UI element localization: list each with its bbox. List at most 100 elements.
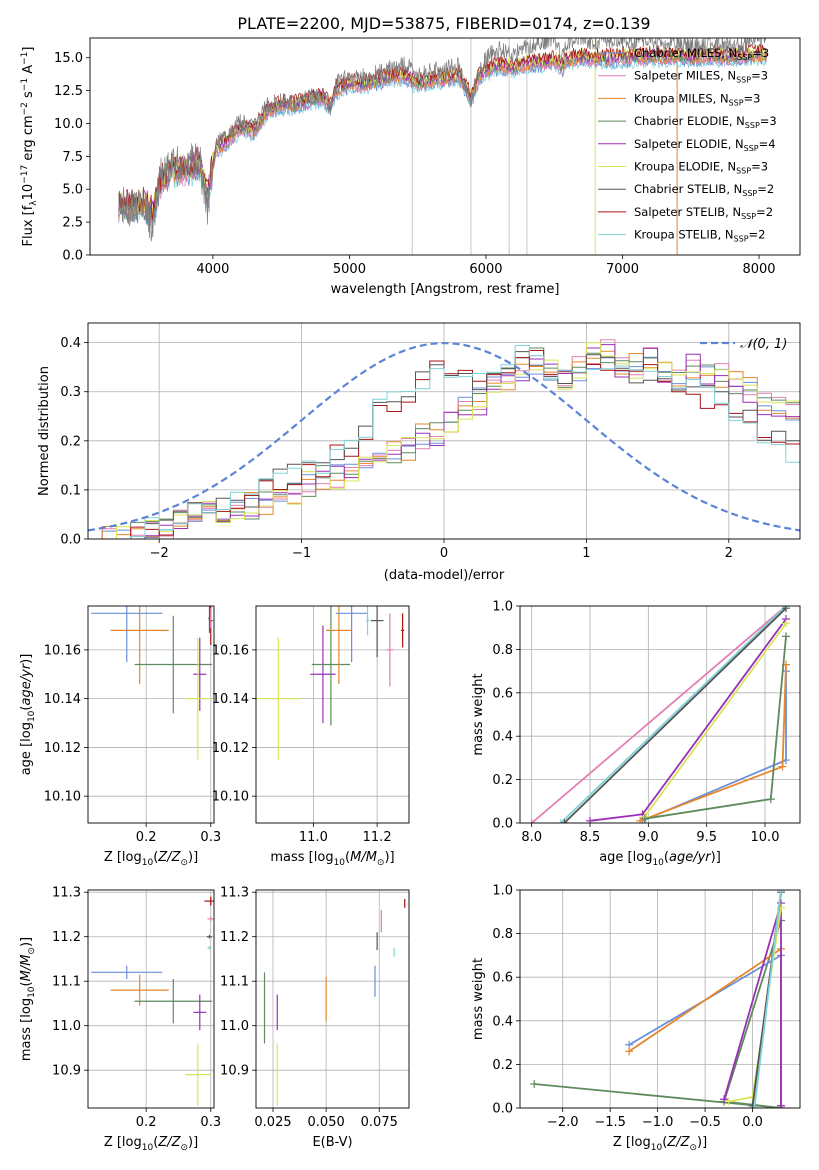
series-salpeter_elodie	[720, 899, 786, 1108]
series-line	[644, 622, 787, 818]
x-axis-label: (data-model)/error	[384, 568, 505, 583]
x-tick-label: 0.0	[742, 1115, 763, 1130]
plot-area	[118, 38, 767, 255]
grid	[256, 890, 409, 1108]
series-marker	[527, 819, 536, 823]
legend-label: Kroupa ELODIE, N	[634, 160, 736, 174]
plot-area	[256, 606, 405, 760]
x-axis-label-part: (	[345, 850, 350, 865]
y-tick-label: 10.14	[212, 692, 249, 707]
y-tick-label: 11.0	[220, 1019, 249, 1034]
legend-sub: SSP	[742, 189, 757, 198]
axes: 11.0 11.2 10.10 10.12 10.14 10.16 mass [log10(…	[212, 605, 410, 868]
x-axis-label-part: )]	[188, 850, 198, 865]
y-tick-label: 0.3	[60, 385, 81, 400]
axes: 0.2 0.310.911.011.111.211.3Z [log10(Z/Z⊙)…	[19, 886, 221, 1153]
y-tick-label: 10.16	[44, 643, 81, 658]
errorbar-kroupa_miles	[326, 606, 352, 685]
y-tick-label: 10.10	[212, 790, 249, 805]
y-tick-label: 1.0	[492, 884, 513, 899]
massweight-vs-age-panel: 8.0 8.5 9.0 9.5 10.0 0.0 0.2 0.4 0.6 0.8 1.0 age [l…	[471, 600, 801, 868]
y-axis-label-part: age/yr	[19, 662, 34, 705]
x-axis-label: mass [log10(M/M⊙)]	[270, 850, 394, 868]
legend-label: Salpeter STELIB, N	[634, 205, 741, 219]
legend-sub: SSP	[737, 53, 752, 62]
legend-entry: Chabrier ELODIE, NSSP=3	[634, 114, 777, 130]
y-axis-label-part: (	[19, 981, 34, 986]
x-axis-label-part: )]	[697, 1135, 707, 1150]
x-axis-label-part: E(B-V)	[312, 1135, 352, 1150]
x-axis-label-part: )]	[384, 850, 394, 865]
errorbar-salpeter_elodie	[193, 637, 207, 711]
x-axis-label-part: Z [log	[613, 1135, 651, 1150]
y-tick-label: 0.4	[60, 336, 81, 351]
y-tick-label: 11.0	[52, 1019, 81, 1034]
y-tick-label: 0.8	[492, 643, 513, 658]
legend-label: Chabrier STELIB, N	[634, 182, 742, 196]
y-axis-label-part: M/M	[19, 955, 34, 982]
series-marker	[560, 819, 569, 823]
errorbar-salpeter_elodie	[310, 625, 336, 724]
y-axis-label-part: −2	[20, 102, 30, 115]
x-axis-label-part: ⊙	[180, 858, 188, 868]
legend-tail: =3	[751, 69, 768, 83]
y-tick-label: 0.2	[60, 434, 81, 449]
histogram-chabrier_elodie	[88, 347, 800, 539]
series-marker	[556, 819, 565, 823]
y-axis-label: mass weight	[471, 958, 486, 1040]
x-axis-label-part: 10	[142, 858, 154, 868]
y-axis-label-part: ⊙	[27, 947, 37, 955]
x-axis-label-part: 10	[652, 858, 664, 868]
y-axis-label: Flux [fλ10−17 erg cm−2 s−1 A−1]	[20, 47, 39, 247]
y-tick-label: 0.0	[60, 533, 81, 548]
y-tick-label: 5.0	[62, 183, 83, 198]
x-tick-label: 0	[440, 546, 448, 561]
axes-frame	[519, 889, 801, 1109]
series-marker	[777, 1101, 786, 1108]
series-kroupa_stelib	[750, 890, 786, 1108]
y-tick-label: 2.5	[62, 216, 83, 231]
y-tick-label: 10.9	[52, 1064, 81, 1079]
series-marker	[777, 890, 786, 894]
y-tick-label: 10.12	[44, 741, 81, 756]
errorbar-chabrier_miles	[91, 965, 163, 979]
x-axis-label: wavelength [Angstrom, rest frame]	[331, 282, 560, 297]
legend-sub: SSP	[744, 144, 759, 153]
y-tick-label: 0.0	[492, 817, 513, 832]
legend-label: Salpeter MILES, N	[634, 69, 736, 83]
observed-spectrum	[118, 38, 767, 242]
x-axis-label: age [log10(age/yr)]	[599, 850, 721, 868]
series-kroupa_stelib	[556, 606, 790, 823]
axes-frame	[87, 605, 215, 824]
errorbar-kroupa_miles	[110, 606, 169, 685]
y-tick-label: 0.0	[492, 1102, 513, 1117]
x-tick-label: 8.5	[580, 830, 601, 845]
x-axis-label-part: age/yr	[669, 850, 712, 865]
figure-title: PLATE=2200, MJD=53875, FIBERID=0174, z=0…	[237, 14, 650, 33]
x-axis-label-part: Z [log	[104, 850, 142, 865]
errorbar-kroupa_miles	[110, 974, 169, 1006]
y-tick-label: 1.0	[492, 600, 513, 615]
series-marker	[766, 795, 775, 804]
y-axis-label-part: )]	[19, 654, 34, 664]
x-tick-label: −2	[150, 546, 169, 561]
mass-vs-metallicity-panel: 0.2 0.310.911.011.111.211.3Z [log10(Z/Z⊙)…	[19, 886, 221, 1153]
legend-tail: =3	[752, 46, 769, 60]
axes-frame	[89, 37, 801, 256]
x-axis-label-part: )]	[711, 850, 721, 865]
grid	[88, 890, 214, 1108]
x-axis-label-part: (	[664, 850, 669, 865]
errorbar-chabrier_stelib	[370, 606, 384, 658]
y-tick-label: 11.1	[52, 975, 81, 990]
x-tick-label: 0.025	[254, 1115, 291, 1130]
legend-sub: SSP	[729, 98, 744, 107]
y-axis-label-part: s	[21, 91, 36, 102]
massweight-vs-metallicity-panel: −2.0 −1.5 −1.0 −0.5 0.0 0.0 0.2 0.4 0.6 0.8 1.0 Z […	[471, 884, 801, 1153]
legend-tail: =2	[749, 228, 766, 242]
errorbar-chabrier_elodie	[311, 606, 351, 726]
errorbar-salpeter_elodie	[193, 994, 207, 1031]
plot-area	[263, 898, 406, 1106]
